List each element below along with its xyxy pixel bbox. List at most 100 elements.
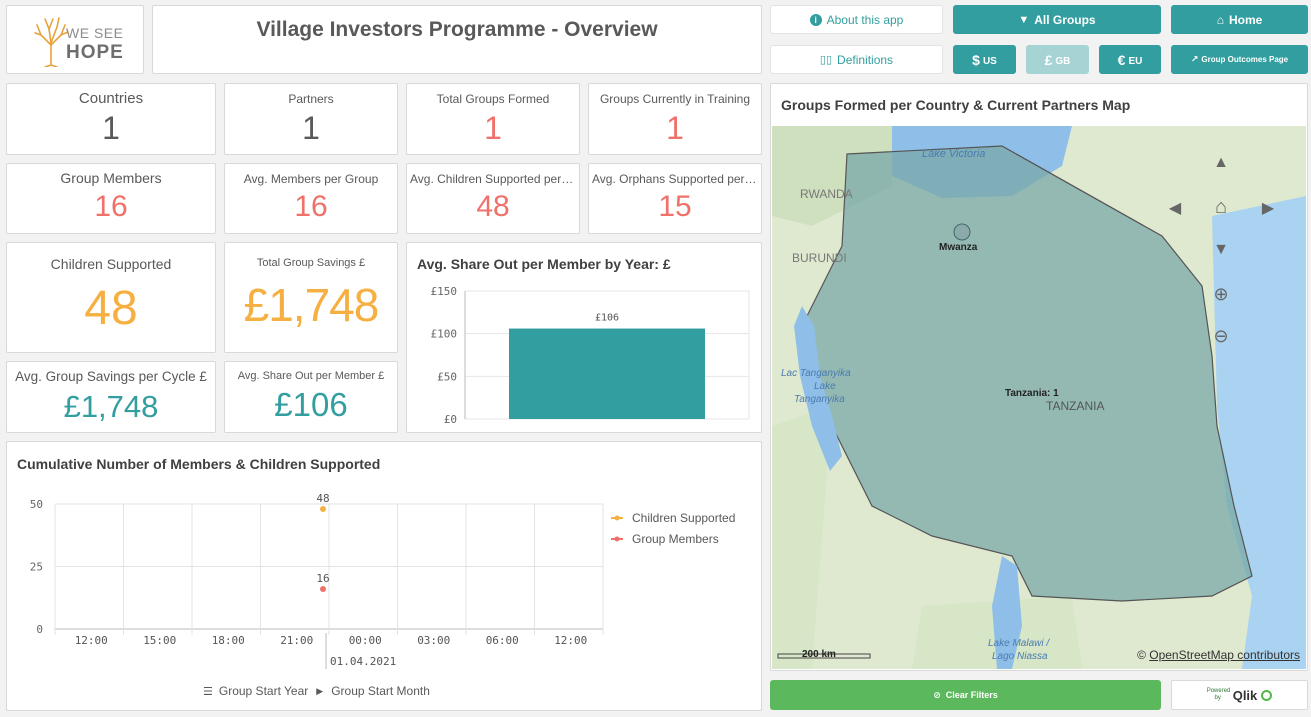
map-zoom-out-icon[interactable]: ⊖ [1213, 326, 1229, 346]
powered-by-qlik[interactable]: Powered by Qlik [1171, 680, 1308, 710]
kpi-label: Countries [78, 90, 144, 107]
kpi-label: Groups Currently in Training [599, 92, 751, 106]
map-canvas[interactable]: Lake Victoria RWANDA BURUNDI Mwanza Tanz… [772, 126, 1306, 669]
kpi-value: 48 [84, 282, 138, 335]
legend-label: Group Members [632, 532, 719, 546]
kpi-label: Group Members [60, 170, 162, 186]
kpi-value: £106 [274, 386, 348, 423]
mwanza-marker [953, 223, 971, 241]
currency-eur-button[interactable]: € EU [1099, 45, 1161, 74]
kpi-avg-savings-cycle[interactable]: Avg. Group Savings per Cycle £ £1,748 [6, 361, 216, 433]
line-point-label: 16 [316, 572, 329, 585]
home-button[interactable]: ⌂ Home [1171, 5, 1308, 34]
line-point [320, 506, 326, 512]
share-out-bar-chart-panel[interactable]: Avg. Share Out per Member by Year: £ £0 £… [406, 242, 762, 433]
map-zoom-in-icon[interactable]: ⊕ [1213, 284, 1229, 304]
kpi-value: 15 [658, 190, 692, 223]
kpi-avg-share-out[interactable]: Avg. Share Out per Member £ £106 [224, 361, 398, 433]
drill-arrow-icon: ▶ [316, 685, 324, 696]
map-pan-left-icon[interactable]: ◀ [1168, 200, 1182, 217]
kpi-children-supported[interactable]: Children Supported 48 [6, 242, 216, 353]
kpi-partners[interactable]: Partners 1 [224, 83, 398, 155]
map-attribution: © OpenStreetMap contributors [1137, 648, 1300, 662]
map-label-lake-malawi-1: Lake Malawi / [988, 638, 1050, 649]
line-x-tick-label: 06:00 [486, 634, 519, 647]
usd-symbol: $ [972, 51, 980, 68]
page-title: Village Investors Programme - Overview [256, 18, 658, 41]
line-y-tick-label: 25 [30, 561, 43, 574]
map-title: Groups Formed per Country & Current Part… [781, 97, 1131, 113]
line-chart-title: Cumulative Number of Members & Children … [17, 456, 381, 472]
bar-y-tick-label: £50 [437, 370, 457, 383]
logo-card: WE SEE HOPE [6, 5, 144, 74]
map-pan-right-icon[interactable]: ▶ [1261, 200, 1275, 217]
kpi-avg-orphans[interactable]: Avg. Orphans Supported per Group 15 [588, 163, 762, 234]
kpi-group-members[interactable]: Group Members 16 [6, 163, 216, 234]
line-point [320, 586, 326, 592]
map-svg [772, 126, 1306, 669]
clear-filter-icon: ⊘ [933, 689, 941, 700]
kpi-avg-members[interactable]: Avg. Members per Group 16 [224, 163, 398, 234]
currency-usd-button[interactable]: $ US [953, 45, 1016, 74]
map-label-lake-tanganyika-1: Lac Tanganyika [781, 368, 851, 379]
line-x-tick-label: 15:00 [143, 634, 176, 647]
line-x-tick-label: 21:00 [280, 634, 313, 647]
filter-icon: ▼ [1018, 13, 1030, 26]
all-groups-label: All Groups [1034, 12, 1096, 27]
drill-down-bar[interactable]: ☰ Group Start Year ▶ Group Start Month [203, 684, 430, 698]
group-outcomes-button[interactable]: ↗ Group Outcomes Page [1171, 45, 1308, 74]
kpi-label: Avg. Orphans Supported per Group [592, 172, 761, 186]
drill-level-year[interactable]: Group Start Year [218, 684, 309, 698]
clear-filters-button[interactable]: ⊘ Clear Filters [770, 680, 1161, 710]
osm-link[interactable]: OpenStreetMap contributors [1149, 648, 1300, 662]
map-pan-up-icon[interactable]: ▲ [1213, 154, 1229, 171]
kpi-label: Avg. Group Savings per Cycle £ [15, 369, 207, 384]
about-button[interactable]: i About this app [770, 5, 943, 34]
kpi-groups-training[interactable]: Groups Currently in Training 1 [588, 83, 762, 155]
kpi-total-savings[interactable]: Total Group Savings £ £1,748 [224, 242, 398, 353]
map-panel[interactable]: Groups Formed per Country & Current Part… [770, 83, 1308, 671]
kpi-countries[interactable]: Countries 1 [6, 83, 216, 155]
all-groups-button[interactable]: ▼ All Groups [953, 5, 1161, 34]
lake-malawi [992, 556, 1022, 669]
bar [509, 328, 705, 419]
bar-y-tick-label: £150 [431, 285, 458, 298]
kpi-label: Avg. Share Out per Member £ [237, 370, 385, 382]
eur-code: EU [1128, 55, 1143, 67]
title-card: Village Investors Programme - Overview [152, 5, 762, 74]
cumulative-chart-panel[interactable]: Cumulative Number of Members & Children … [6, 441, 762, 711]
line-y-tick-label: 50 [30, 498, 43, 511]
kpi-label: Children Supported [50, 256, 172, 272]
arrow-forward-icon: ↗ [1190, 54, 1199, 64]
legend-label: Children Supported [632, 511, 735, 525]
kpi-total-groups[interactable]: Total Groups Formed 1 [406, 83, 580, 155]
map-pan-down-icon[interactable]: ▼ [1213, 241, 1229, 258]
qlik-q-icon [1261, 689, 1273, 701]
info-icon: i [809, 13, 822, 26]
kpi-label: Partners [288, 92, 334, 106]
line-x-tick-label: 03:00 [417, 634, 450, 647]
kpi-value: 16 [94, 190, 128, 223]
bar-y-tick-label: £0 [444, 413, 457, 426]
qlik-logo: Qlik [1232, 687, 1258, 703]
line-x-tick-label: 00:00 [349, 634, 382, 647]
map-home-icon[interactable]: ⌂ [1214, 196, 1228, 218]
currency-gbp-button[interactable]: £ GB [1026, 45, 1089, 74]
map-label-tanzania-count: Tanzania: 1 [1005, 388, 1059, 399]
logo-text-hope: HOPE [66, 42, 124, 63]
tree-logo-icon [34, 17, 69, 67]
bar-value-label: £106 [595, 313, 619, 324]
definitions-label: Definitions [837, 52, 894, 67]
kpi-avg-children[interactable]: Avg. Children Supported per Group 48 [406, 163, 580, 234]
drill-level-month[interactable]: Group Start Month [331, 684, 430, 698]
gbp-symbol: £ [1044, 51, 1053, 68]
line-y-tick-label: 0 [36, 623, 43, 636]
kpi-value: 1 [302, 110, 320, 146]
kpi-label: Total Groups Formed [436, 92, 550, 106]
kpi-label: Avg. Children Supported per Group [410, 172, 579, 186]
book-icon: ▯▯ [819, 54, 833, 66]
gbp-code: GB [1055, 55, 1071, 67]
map-scale-label: 200 km [802, 649, 836, 660]
legend-dot [614, 515, 620, 521]
definitions-button[interactable]: ▯▯ Definitions [770, 45, 943, 74]
